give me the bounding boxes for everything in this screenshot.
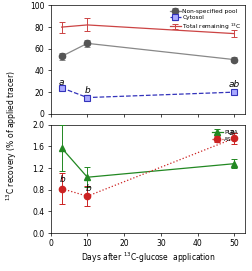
Text: $^{13}$C recovery (% of applied tracer): $^{13}$C recovery (% of applied tracer) bbox=[5, 70, 19, 201]
Text: b: b bbox=[59, 175, 65, 183]
Text: a: a bbox=[58, 78, 64, 86]
Text: a: a bbox=[228, 128, 233, 137]
Text: b: b bbox=[84, 86, 90, 95]
Legend: PLFA, AS: PLFA, AS bbox=[211, 130, 238, 142]
Text: ab: ab bbox=[228, 80, 239, 89]
Legend: Non-specified pool, Cytosol, Total remaining $^{13}$C: Non-specified pool, Cytosol, Total remai… bbox=[169, 8, 241, 32]
X-axis label: Days after $^{13}$C-glucose  application: Days after $^{13}$C-glucose application bbox=[80, 251, 215, 266]
Text: b: b bbox=[85, 184, 91, 193]
